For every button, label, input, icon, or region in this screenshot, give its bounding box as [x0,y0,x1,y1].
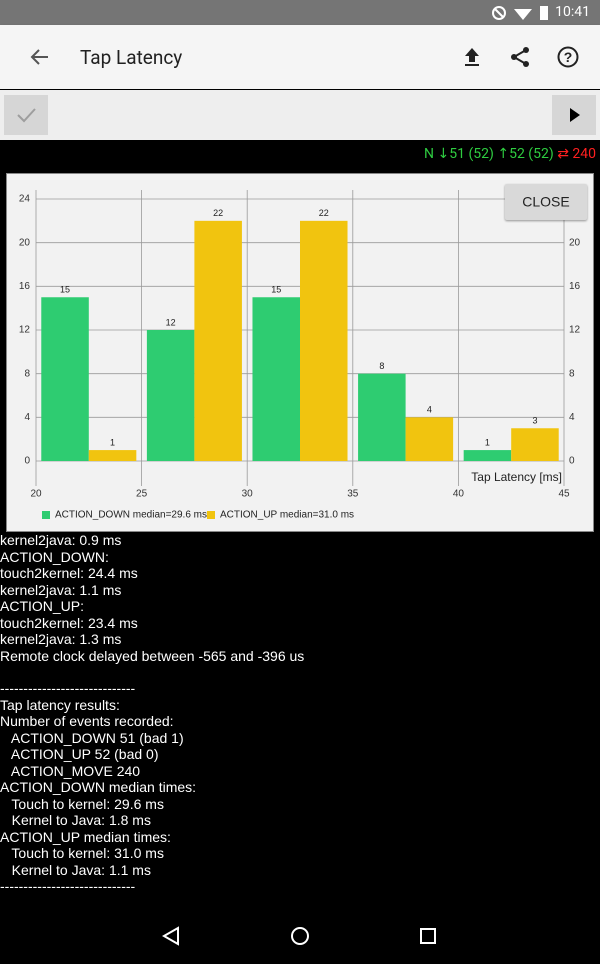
x-tick-label: 25 [136,489,148,500]
chart: 0481216202404812162024202530354045Tap La… [6,173,594,532]
help-button[interactable]: ? [556,45,580,69]
data-label: 1 [110,437,115,447]
bar [41,297,89,461]
y2-tick-label: 8 [569,368,575,379]
y-tick-label: 4 [24,412,30,423]
log-line: ACTION_DOWN 51 (bad 1) [0,729,184,746]
back-button[interactable] [28,45,52,69]
log-line: touch2kernel: 23.4 ms [0,614,138,631]
x-tick-label: 40 [453,489,465,500]
y2-tick-label: 12 [569,325,581,336]
legend-label: ACTION_DOWN median=29.6 ms [55,510,207,521]
y2-tick-label: 20 [569,237,581,248]
legend-swatch [207,511,215,519]
bar [463,450,512,461]
log-line: Kernel to Java: 1.8 ms [0,812,151,828]
log-line: ----------------------------- [0,878,136,894]
log-line: Remote clock delayed between -565 and -3… [0,647,305,664]
data-label: 4 [427,405,432,415]
log-line: kernel2java: 1.3 ms [0,631,122,647]
log-line: kernel2java: 1.1 ms [0,581,122,598]
status-icons [492,6,548,20]
bar [194,220,242,461]
log-line: ----------------------------- [0,680,136,696]
data-label: 1 [485,437,490,447]
y-tick-label: 24 [19,194,31,205]
check-button[interactable] [4,95,48,135]
share-button[interactable] [508,45,532,69]
y2-tick-label: 0 [569,456,575,467]
status-bar: 10:41 [0,0,600,25]
log-line: Touch to kernel: 29.6 ms [0,795,164,812]
bar [146,330,195,461]
nav-bar [0,910,600,960]
bar [511,428,559,461]
x-axis-label: Tap Latency [ms] [471,470,562,484]
x-tick-label: 45 [558,489,570,500]
nav-icons [161,926,436,946]
bar [88,450,137,461]
data-label: 3 [532,416,537,426]
data-label: 8 [379,361,384,371]
log-line: ACTION_MOVE 240 [0,762,141,779]
svg-text:?: ? [564,49,573,65]
close-label: CLOSE [522,194,569,210]
log-line: Number of events recorded: [0,713,174,729]
nav-recents[interactable] [420,928,436,944]
counter-move: ⇄ 240 [557,146,596,162]
toolbar-title: Tap Latency [80,46,183,69]
bar [252,297,300,461]
control-bar [0,90,600,140]
data-label: 12 [166,317,176,327]
play-button[interactable] [552,95,596,135]
x-tick-label: 20 [30,489,42,500]
y-tick-label: 16 [19,281,31,292]
log-line: kernel2java: 0.9 ms [0,532,122,548]
data-label: 15 [60,285,70,295]
y2-tick-label: 16 [569,281,581,292]
data-label: 22 [319,208,329,218]
upload-button[interactable] [460,45,484,69]
y-tick-label: 12 [19,325,31,336]
log-line: Tap latency results: [0,696,120,713]
log-line: ACTION_UP: [0,598,85,614]
data-label: 22 [213,208,223,218]
y-tick-label: 8 [24,368,30,379]
y-tick-label: 0 [24,456,30,467]
bar [405,417,454,461]
nav-home[interactable] [291,927,309,945]
legend-swatch [42,511,50,519]
counter-up: ↑52 (52) [497,146,554,162]
log-line: Touch to kernel: 31.0 ms [0,845,164,861]
counter-n: N [424,146,435,162]
counter-down: ↓51 (52) [437,146,494,162]
bar [300,220,348,461]
log-line: touch2kernel: 24.4 ms [0,565,138,581]
log-line: ACTION_UP median times: [0,828,171,845]
data-label: 15 [271,285,281,295]
y2-tick-label: 4 [569,412,575,423]
y-tick-label: 20 [19,237,31,248]
x-tick-label: 35 [347,489,359,500]
clock: 10:41 [555,4,590,20]
log-line: Kernel to Java: 1.1 ms [0,861,151,878]
log-line: ACTION_DOWN: [0,548,109,565]
counters: N ↓51 (52) ↑52 (52) ⇄ 240 [424,146,596,162]
nav-back[interactable] [161,926,179,946]
log-line: ACTION_UP 52 (bad 0) [0,746,159,762]
close-button[interactable] [505,184,587,220]
x-tick-label: 30 [242,489,254,500]
toolbar: Tap Latency ? [0,25,600,89]
bar [358,373,406,461]
log-line: ACTION_DOWN median times: [0,779,197,795]
legend-label: ACTION_UP median=31.0 ms [220,510,354,521]
